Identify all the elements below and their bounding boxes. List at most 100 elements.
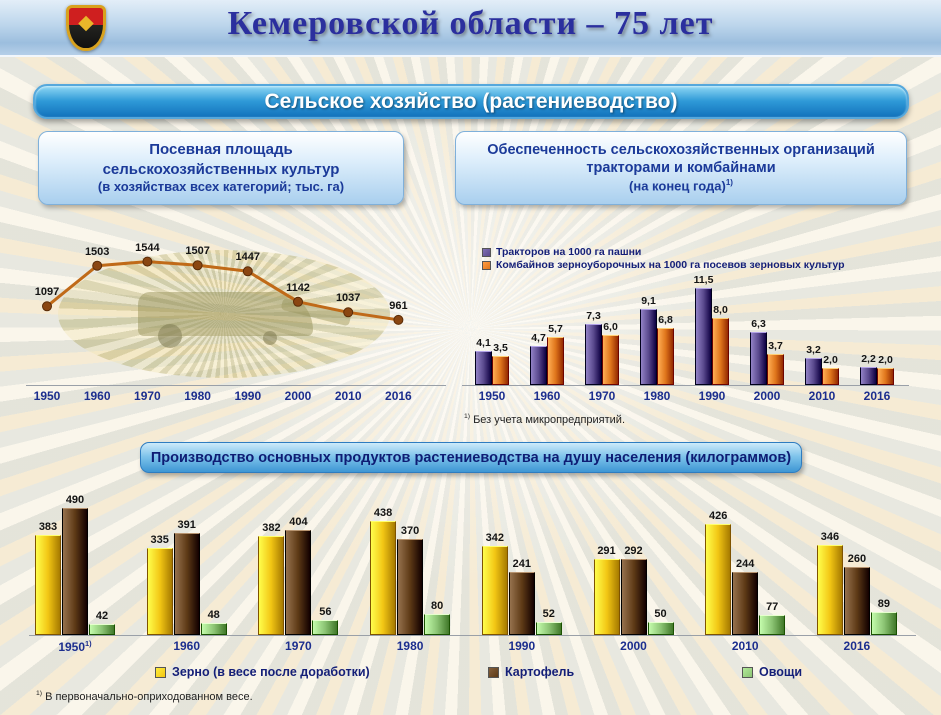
x-axis-label: 2016 — [385, 389, 412, 403]
line-point — [142, 256, 153, 267]
combines-swatch-icon — [482, 261, 491, 270]
production-footnote-ref: 1) — [36, 690, 43, 697]
machinery-footnote: 1) Без учета микропредприятий. — [464, 413, 625, 426]
line-point-label: 1544 — [135, 241, 160, 254]
production-bar — [843, 567, 870, 635]
production-title-bar: Производство основных продуктов растение… — [140, 442, 802, 473]
footnote-ref: 1) — [85, 639, 92, 648]
production-bar — [535, 621, 562, 635]
x-axis-label: 1990 — [698, 389, 726, 403]
production-bar-value: 48 — [207, 608, 220, 621]
production-bar-value: 438 — [373, 507, 393, 520]
potatoes-swatch-icon — [488, 666, 499, 678]
production-bar — [481, 546, 508, 635]
vegetables-swatch-icon — [742, 666, 753, 678]
combines-legend-label: Комбайнов зерноуборочных на 1000 га посе… — [496, 259, 845, 271]
machinery-bar-value: 9,1 — [641, 294, 656, 307]
machinery-bar-chart: 4,1 3,5 1950 4,7 5,7 1960 7,3 6,0 1970 9,1 6,8 1980… — [458, 258, 913, 413]
machinery-bar — [585, 323, 602, 385]
production-bar-value: 42 — [95, 610, 109, 623]
page-title: Кемеровской области – 75 лет — [227, 5, 714, 42]
production-bar-value: 426 — [709, 510, 728, 523]
machinery-bar-value: 3,7 — [768, 339, 783, 352]
machinery-bar — [547, 337, 564, 385]
production-bar — [62, 507, 88, 635]
production-bar-value: 291 — [597, 545, 616, 558]
x-axis-label: 2010 — [731, 639, 759, 653]
x-axis — [29, 635, 916, 636]
x-axis-label: 1960 — [83, 389, 111, 403]
production-bar — [173, 533, 200, 635]
machinery-bar-value: 4,1 — [476, 336, 491, 349]
sown-area-title-line1: Посевная площадь — [149, 141, 293, 159]
line-point — [42, 301, 52, 312]
production-footnote: 1) В первоначально-оприходованном весе. — [36, 690, 253, 703]
machinery-legend: Тракторов на 1000 га пашни Комбайнов зер… — [482, 246, 845, 272]
line-point — [293, 296, 303, 307]
production-bar — [647, 622, 674, 635]
legend-item-potatoes: Картофель — [488, 665, 574, 679]
line-point — [92, 260, 103, 271]
machinery-footnote-ref: 1) — [464, 413, 471, 420]
machinery-bar — [602, 334, 619, 385]
line-point-label: 1447 — [235, 251, 261, 264]
production-bar — [370, 521, 397, 635]
production-bar — [705, 524, 732, 635]
machinery-bar — [530, 345, 547, 385]
production-title: Производство основных продуктов растение… — [150, 449, 792, 466]
grain-swatch-icon — [155, 666, 166, 678]
x-axis-label: 1970 — [588, 389, 616, 403]
x-axis-label: 1950 — [478, 389, 506, 403]
machinery-footnote-ref-title: 1) — [725, 178, 733, 188]
machinery-bar — [475, 350, 492, 385]
x-axis-label: 1960 — [533, 389, 561, 403]
x-axis-label: 2016 — [843, 639, 871, 653]
production-bar-value: 89 — [877, 597, 891, 610]
x-axis-label: 2010 — [808, 389, 836, 403]
line-point — [393, 314, 404, 325]
machinery-bar — [640, 308, 657, 385]
production-bar-value: 77 — [766, 601, 779, 613]
x-axis-label: 2000 — [753, 389, 781, 403]
line-point — [242, 266, 253, 277]
production-bar-value: 490 — [65, 493, 85, 506]
production-bar-value: 335 — [150, 533, 169, 546]
x-axis-label: 2010 — [334, 389, 362, 403]
machinery-bar-value: 6,3 — [751, 318, 766, 331]
x-axis-label: 1980 — [643, 389, 671, 403]
sown-area-header: Посевная площадь сельскохозяйственных ку… — [38, 131, 404, 205]
line-point-label: 1503 — [84, 245, 110, 258]
machinery-footnote-text: Без учета микропредприятий. — [473, 413, 626, 426]
legend-item-tractors: Тракторов на 1000 га пашни — [482, 246, 845, 259]
x-axis-label: 19501) — [58, 639, 92, 654]
x-axis-label: 2000 — [284, 389, 312, 403]
harvester-silhouette — [138, 292, 313, 348]
machinery-bar-value: 8,0 — [713, 303, 728, 316]
machinery-bar-value: 6,8 — [658, 313, 673, 326]
line-point-label: 961 — [389, 299, 408, 312]
x-axis-label: 1980 — [184, 389, 211, 403]
production-bar — [285, 530, 312, 635]
legend-item-vegetables: Овощи — [742, 665, 802, 679]
production-bar-value: 292 — [624, 545, 643, 558]
line-point-label: 1037 — [335, 292, 361, 305]
machinery-bar-value: 3,2 — [806, 344, 821, 357]
production-bar-value: 370 — [400, 524, 420, 537]
sown-area-line-chart: 1097 1503 1544 1507 1447 1142 1037 961 1950 1960 1… — [22, 228, 450, 408]
production-bar-value: 260 — [847, 553, 867, 566]
machinery-title-line3-text: (на конец года) — [629, 178, 726, 194]
production-bar — [312, 620, 339, 635]
production-bar-value: 382 — [262, 521, 281, 534]
x-axis-label: 1980 — [396, 639, 424, 653]
machinery-bar-value: 2,0 — [878, 354, 893, 367]
potatoes-legend-label: Картофель — [505, 665, 575, 679]
production-bar-value: 391 — [177, 519, 196, 532]
production-bar — [870, 611, 897, 635]
production-bar-value: 244 — [736, 557, 755, 570]
machinery-bar-value: 3,5 — [493, 341, 508, 354]
harvester-sun-art — [58, 250, 390, 378]
machinery-header: Обеспеченность сельскохозяйственных орга… — [455, 131, 907, 205]
production-bar — [508, 572, 535, 635]
x-axis — [462, 385, 909, 386]
sown-area-line-svg — [42, 256, 404, 325]
